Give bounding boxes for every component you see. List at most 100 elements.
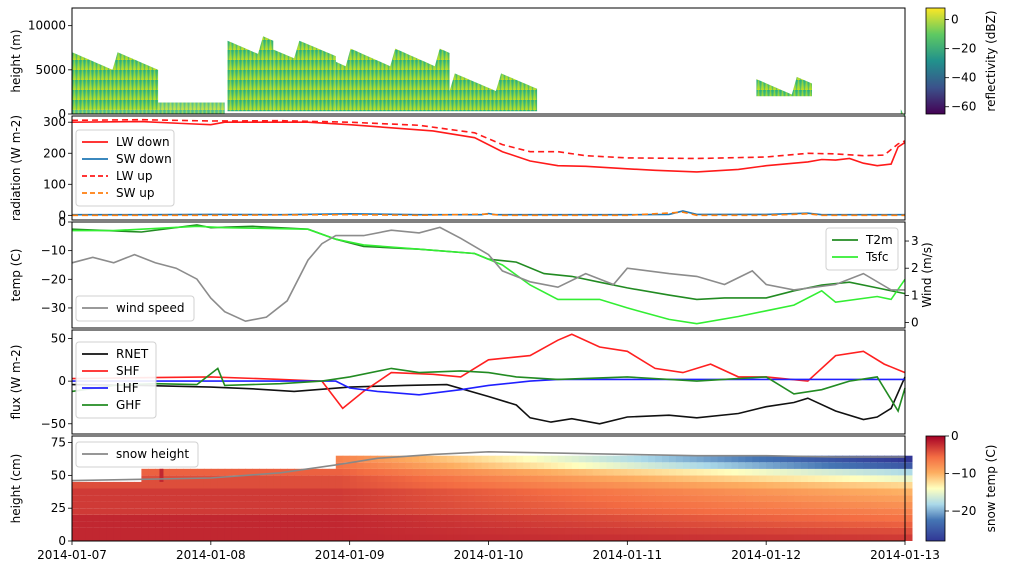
snow-temp-cell <box>655 495 663 502</box>
snow-temp-cell <box>460 495 469 502</box>
snow-temp-cell <box>85 501 94 509</box>
snow-temp-cell <box>696 481 705 489</box>
snow-temp-cell <box>807 462 816 469</box>
snow-temp-cell <box>308 475 316 482</box>
snow-temp-cell <box>710 462 719 469</box>
snow-temp-cell <box>787 488 795 496</box>
snow-temp-cell <box>363 462 372 469</box>
snow-temp-cell <box>342 534 351 541</box>
snow-temp-cell <box>669 481 677 489</box>
snow-temp-cell <box>481 514 490 522</box>
snow-temp-cell <box>689 462 698 469</box>
snow-temp-cell <box>176 527 184 535</box>
snow-temp-cell <box>460 501 469 509</box>
snow-temp-cell <box>308 481 316 489</box>
snow-temp-cell <box>905 468 913 476</box>
snow-temp-cell <box>530 475 538 482</box>
colorbar-label: reflectivity (dBZ) <box>984 10 998 111</box>
snow-temp-cell <box>259 481 267 489</box>
snow-temp-cell <box>703 481 712 489</box>
snow-temp-cell <box>106 481 115 489</box>
snow-temp-cell <box>613 495 621 502</box>
snow-temp-cell <box>231 468 240 476</box>
snow-temp-cell <box>738 527 746 535</box>
snow-temp-cell <box>807 527 816 535</box>
snow-temp-cell <box>800 455 809 463</box>
snow-temp-cell <box>474 521 483 528</box>
snow-temp-cell <box>266 468 274 476</box>
snow-temp-cell <box>544 534 552 541</box>
snow-temp-cell <box>557 514 566 522</box>
snow-temp-cell <box>78 508 87 515</box>
snow-temp-cell <box>793 475 802 482</box>
snow-temp-cell <box>419 508 427 515</box>
snow-temp-cell <box>724 514 732 522</box>
snow-temp-cell <box>141 481 149 489</box>
snow-temp-cell <box>155 508 163 515</box>
snow-temp-cell <box>877 514 885 522</box>
snow-temp-cell <box>321 527 330 535</box>
snow-temp-cell <box>620 508 628 515</box>
snow-temp-cell <box>446 481 455 489</box>
snow-temp-cell <box>197 501 205 509</box>
snow-temp-cell <box>523 455 531 463</box>
plot-frame <box>71 115 906 221</box>
snow-temp-cell <box>710 455 719 463</box>
snow-temp-cell <box>675 521 684 528</box>
snow-temp-cell <box>884 468 892 476</box>
snow-temp-cell <box>738 468 746 476</box>
snow-temp-cell <box>752 462 760 469</box>
snow-temp-cell <box>72 534 80 541</box>
snow-temp-cell <box>113 501 122 509</box>
snow-temp-cell <box>217 514 226 522</box>
snow-temp-cell <box>294 475 302 482</box>
snow-temp-cell <box>773 508 781 515</box>
snow-temp-cell <box>891 534 899 541</box>
snow-temp-cell <box>481 495 490 502</box>
snow-temp-cell <box>863 521 871 528</box>
snow-temp-cell <box>530 488 538 496</box>
snow-temp-cell <box>391 468 399 476</box>
snow-temp-cell <box>231 481 240 489</box>
snow-temp-cell <box>807 514 816 522</box>
snow-temp-cell <box>162 468 170 476</box>
snow-temp-cell <box>655 514 663 522</box>
snow-temp-cell <box>516 481 524 489</box>
y-tick-label: −10 <box>41 244 66 258</box>
snow-temp-cell <box>842 488 850 496</box>
snow-temp-cell <box>877 462 885 469</box>
series-line-wind-speed <box>71 226 905 323</box>
snow-temp-cell <box>502 534 510 541</box>
y-tick-label: 0 <box>58 107 66 121</box>
snow-temp-cell <box>467 475 476 482</box>
snow-temp-cell <box>724 508 732 515</box>
snow-temp-cell <box>870 475 878 482</box>
snow-temp-cell <box>391 455 399 463</box>
snow-temp-cell <box>717 508 726 515</box>
snow-temp-cell <box>627 481 635 489</box>
snow-temp-cell <box>426 455 434 463</box>
snow-temp-cell <box>523 468 531 476</box>
snow-temp-cell <box>252 481 260 489</box>
snow-temp-cell <box>669 527 677 535</box>
snow-temp-cell <box>717 475 726 482</box>
snow-temp-cell <box>641 455 649 463</box>
snow-temp-cell <box>252 468 260 476</box>
snow-temp-cell <box>641 475 649 482</box>
snow-temp-cell <box>488 514 496 522</box>
snow-temp-cell <box>682 468 691 476</box>
snow-temp-cell <box>446 488 455 496</box>
snow-temp-cell <box>446 501 455 509</box>
snow-temp-cell <box>807 501 816 509</box>
snow-temp-cell <box>807 534 816 541</box>
y-tick-label: 50 <box>51 468 66 482</box>
snow-temp-cell <box>571 475 580 482</box>
snow-temp-cell <box>162 527 170 535</box>
snow-temp-cell <box>294 495 302 502</box>
snow-temp-cell <box>696 514 705 522</box>
snow-temp-cell <box>766 514 774 522</box>
snow-temp-cell <box>85 495 94 502</box>
snow-temp-cell <box>752 508 760 515</box>
snow-temp-cell <box>349 534 358 541</box>
series-line-sw-up <box>72 211 905 217</box>
